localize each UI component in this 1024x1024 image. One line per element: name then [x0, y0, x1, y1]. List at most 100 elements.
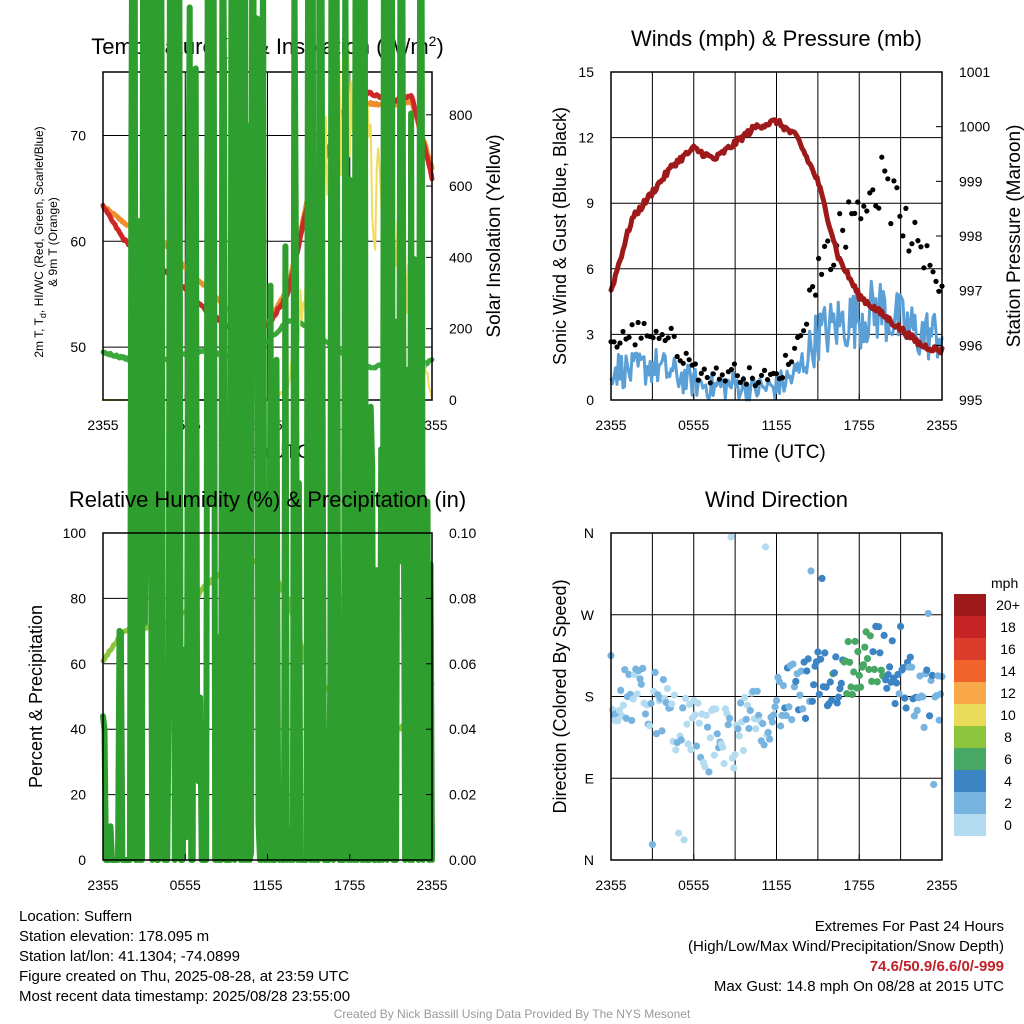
gust-point	[680, 360, 686, 366]
chart-title-end: )	[436, 34, 443, 59]
gust-point	[825, 238, 831, 244]
y-tick-label: 9	[586, 195, 594, 211]
legend-swatch	[954, 792, 986, 814]
gust-point	[855, 199, 861, 205]
direction-point	[619, 701, 628, 709]
direction-point	[755, 711, 763, 720]
legend-label: 12	[1000, 685, 1016, 701]
y2-tick-label: 0.06	[449, 656, 476, 672]
direction-point	[636, 675, 644, 683]
direction-point	[870, 665, 879, 674]
direction-point	[833, 699, 841, 707]
gust-point	[933, 278, 939, 284]
gust-point	[620, 328, 626, 335]
chart-title: Winds (mph) & Pressure (mb)	[631, 26, 922, 51]
gust-point	[710, 371, 716, 377]
x-tick-label: 2355	[926, 877, 957, 893]
y2-tick-label: 600	[449, 178, 473, 194]
direction-point	[692, 742, 701, 750]
y2-tick-label: 997	[959, 283, 983, 299]
y2-tick-label: 999	[959, 173, 983, 189]
legend-swatch	[954, 616, 986, 638]
direction-point	[855, 671, 863, 680]
direction-point	[892, 679, 901, 687]
direction-point	[710, 751, 719, 759]
y-tick-label: 3	[586, 326, 594, 342]
direction-point	[615, 706, 623, 715]
direction-point	[681, 694, 690, 703]
direction-point	[863, 655, 872, 663]
direction-point	[680, 836, 688, 844]
direction-point	[826, 678, 834, 686]
legend-swatch	[954, 748, 986, 770]
direction-point	[937, 690, 945, 698]
gust-point	[912, 219, 918, 225]
x-tick-label: 1155	[761, 877, 791, 893]
gust-point	[909, 241, 915, 247]
direction-point	[764, 728, 772, 737]
gust-point	[665, 335, 671, 341]
x-tick-label: 1155	[252, 877, 282, 893]
y2-tick-label: 1001	[959, 64, 990, 80]
gust-point	[921, 265, 927, 271]
gust-point	[882, 168, 888, 174]
gust-point	[734, 373, 741, 379]
direction-point	[646, 722, 654, 730]
gust-point	[773, 371, 780, 377]
direction-point	[746, 706, 754, 715]
gust-point	[614, 344, 620, 350]
direction-point	[821, 649, 829, 657]
direction-point	[731, 751, 739, 759]
direction-point	[683, 720, 691, 728]
direction-point	[913, 706, 921, 715]
gust-point	[936, 288, 942, 294]
direction-point	[712, 705, 720, 713]
direction-point	[792, 677, 800, 686]
legend-label: 10	[1000, 707, 1016, 723]
gust-point	[900, 233, 906, 239]
y-tick-label: S	[585, 689, 594, 705]
gust-point	[737, 379, 744, 385]
direction-point	[869, 648, 877, 656]
direction-point	[844, 638, 852, 646]
gust-point	[653, 328, 659, 334]
gust-point	[813, 292, 819, 298]
y2-axis-label: Solar Insolation (Yellow)	[484, 134, 505, 337]
direction-point	[814, 648, 822, 656]
direction-point	[801, 714, 810, 723]
direction-point	[906, 653, 914, 661]
y-tick-label: 70	[70, 127, 86, 143]
direction-point	[883, 684, 891, 692]
gust-point	[897, 213, 903, 219]
direction-point	[777, 722, 785, 730]
direction-point	[828, 696, 836, 704]
gust-point	[927, 262, 933, 268]
direction-point	[670, 691, 679, 699]
y-axis-label: 2m T, Td, HI/WC (Red, Green, Scarlet/Blu…	[32, 126, 48, 357]
gust-point	[894, 185, 900, 191]
legend-swatch	[954, 682, 986, 704]
y2-tick-label: 0.00	[449, 852, 476, 868]
gust-point	[671, 333, 677, 339]
direction-point	[895, 690, 903, 698]
gust-point	[792, 345, 798, 351]
gust-point	[746, 365, 753, 371]
y-tick-label: 80	[70, 590, 86, 606]
direction-point	[629, 695, 637, 703]
gust-point	[758, 372, 765, 378]
y2-tick-label: 1000	[959, 119, 990, 135]
direction-point	[679, 704, 687, 712]
gust-point	[713, 365, 719, 371]
gust-point	[686, 357, 692, 363]
gust-point	[656, 335, 662, 341]
direction-point	[782, 712, 790, 720]
y2-axis-label: Station Pressure (Maroon)	[1004, 125, 1024, 348]
chart-title: Wind Direction	[705, 487, 848, 512]
direction-point	[910, 712, 919, 720]
direction-point	[719, 743, 727, 751]
gust-point	[632, 342, 638, 348]
gust-point	[695, 377, 701, 383]
direction-point	[706, 734, 714, 742]
extremes-subtitle: (High/Low/Max Wind/Precipitation/Snow De…	[688, 938, 1004, 955]
gust-point	[846, 199, 852, 205]
